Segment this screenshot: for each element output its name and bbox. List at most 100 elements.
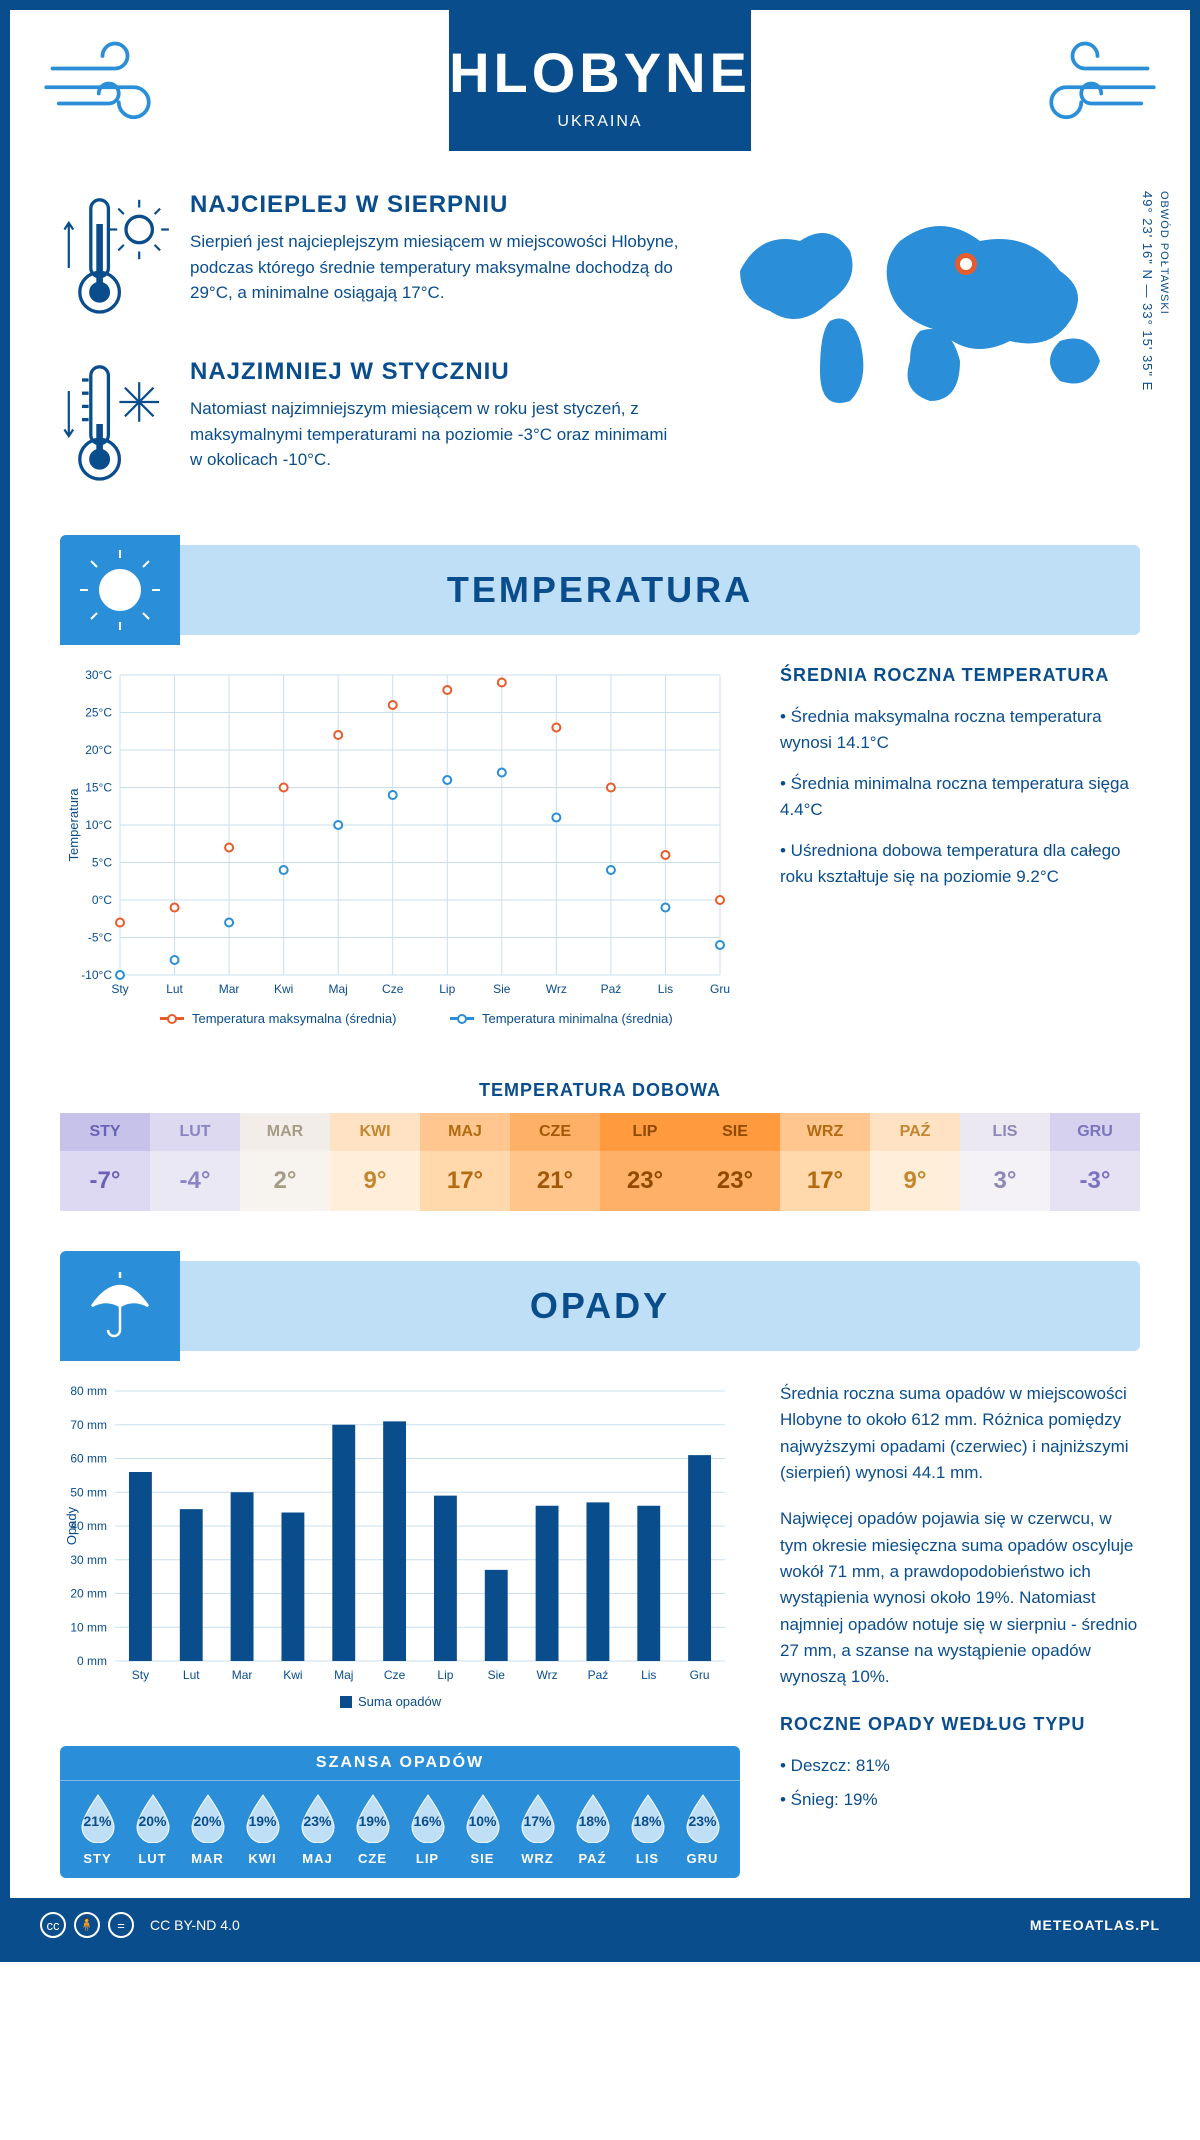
- daily-month: SIE: [690, 1113, 780, 1151]
- chance-col: 19% KWI: [235, 1793, 290, 1866]
- chance-col: 23% MAJ: [290, 1793, 345, 1866]
- intro-section: NAJCIEPLEJ W SIERPNIU Sierpień jest najc…: [60, 191, 1140, 525]
- svg-text:10°C: 10°C: [85, 818, 112, 832]
- daily-value: 17°: [780, 1151, 870, 1211]
- svg-text:Mar: Mar: [219, 982, 240, 996]
- svg-text:20 mm: 20 mm: [70, 1587, 107, 1601]
- daily-value: 17°: [420, 1151, 510, 1211]
- svg-text:25°C: 25°C: [85, 706, 112, 720]
- header-row: HLOBYNE UKRAINA: [10, 10, 1190, 151]
- daily-month: KWI: [330, 1113, 420, 1151]
- svg-text:Maj: Maj: [329, 982, 348, 996]
- daily-col: KWI9°: [330, 1113, 420, 1211]
- daily-col: CZE21°: [510, 1113, 600, 1211]
- chance-value: 16%: [413, 1813, 441, 1829]
- warm-text: NAJCIEPLEJ W SIERPNIU Sierpień jest najc…: [190, 191, 680, 328]
- umbrella-icon: [60, 1251, 180, 1361]
- daily-col: LUT-4°: [150, 1113, 240, 1211]
- daily-value: -4°: [150, 1151, 240, 1211]
- svg-text:70 mm: 70 mm: [70, 1418, 107, 1432]
- svg-text:Lip: Lip: [437, 1668, 453, 1682]
- daily-value: 21°: [510, 1151, 600, 1211]
- daily-col: LIS3°: [960, 1113, 1050, 1211]
- daily-month: CZE: [510, 1113, 600, 1151]
- by-icon: 🧍: [74, 1912, 100, 1938]
- drop-icon: 19%: [352, 1793, 394, 1843]
- chance-month: PAŹ: [565, 1851, 620, 1866]
- daily-col: PAŹ9°: [870, 1113, 960, 1211]
- temp-bullet: • Średnia minimalna roczna temperatura s…: [780, 771, 1140, 822]
- daily-col: GRU-3°: [1050, 1113, 1140, 1211]
- daily-col: SIE23°: [690, 1113, 780, 1211]
- precip-left: 0 mm10 mm20 mm30 mm40 mm50 mm60 mm70 mm8…: [60, 1381, 740, 1878]
- site-label: METEOATLAS.PL: [1030, 1917, 1160, 1933]
- temp-bullet: • Uśredniona dobowa temperatura dla całe…: [780, 838, 1140, 889]
- chance-col: 20% LUT: [125, 1793, 180, 1866]
- svg-text:Lis: Lis: [658, 982, 673, 996]
- chance-col: 21% STY: [70, 1793, 125, 1866]
- precip-text-1: Średnia roczna suma opadów w miejscowośc…: [780, 1381, 1140, 1486]
- cc-icons: cc 🧍 = CC BY-ND 4.0: [40, 1912, 240, 1938]
- svg-text:-10°C: -10°C: [81, 968, 112, 982]
- chance-value: 21%: [83, 1813, 111, 1829]
- svg-text:Temperatura maksymalna (średni: Temperatura maksymalna (średnia): [192, 1011, 396, 1026]
- temp-bullet: • Średnia maksymalna roczna temperatura …: [780, 704, 1140, 755]
- chance-row: 21% STY 20% LUT 20% MAR 19% KWI 23% MAJ …: [60, 1781, 740, 1866]
- precip-row: 0 mm10 mm20 mm30 mm40 mm50 mm60 mm70 mm8…: [60, 1381, 1140, 1878]
- nd-icon: =: [108, 1912, 134, 1938]
- footer: cc 🧍 = CC BY-ND 4.0 METEOATLAS.PL: [10, 1898, 1190, 1952]
- map-marker: [955, 253, 977, 275]
- chance-month: LIS: [620, 1851, 675, 1866]
- country-label: UKRAINA: [449, 113, 751, 131]
- chance-month: STY: [70, 1851, 125, 1866]
- thermometer-cold-icon: [60, 358, 170, 495]
- world-map: OBWÓD POŁTAWSKI 49° 23' 16" N — 33° 15' …: [720, 191, 1140, 411]
- chance-col: 19% CZE: [345, 1793, 400, 1866]
- svg-text:Maj: Maj: [334, 1668, 353, 1682]
- daily-value: 23°: [600, 1151, 690, 1211]
- svg-text:Sie: Sie: [493, 982, 511, 996]
- chance-month: KWI: [235, 1851, 290, 1866]
- chance-value: 18%: [578, 1813, 606, 1829]
- svg-text:Temperatura: Temperatura: [66, 788, 81, 862]
- chance-value: 10%: [468, 1813, 496, 1829]
- daily-month: GRU: [1050, 1113, 1140, 1151]
- precip-types: • Deszcz: 81%• Śnieg: 19%: [780, 1753, 1140, 1814]
- chance-month: LUT: [125, 1851, 180, 1866]
- title-banner: HLOBYNE UKRAINA: [449, 10, 751, 151]
- daily-title: TEMPERATURA DOBOWA: [60, 1080, 1140, 1101]
- daily-month: WRZ: [780, 1113, 870, 1151]
- wind-icon-right: [1010, 31, 1160, 131]
- daily-value: 9°: [330, 1151, 420, 1211]
- temp-info: ŚREDNIA ROCZNA TEMPERATURA • Średnia mak…: [780, 665, 1140, 1050]
- daily-value: 9°: [870, 1151, 960, 1211]
- thermometer-hot-icon: [60, 191, 170, 328]
- chance-col: 18% PAŹ: [565, 1793, 620, 1866]
- drop-icon: 20%: [132, 1793, 174, 1843]
- precip-type-title: ROCZNE OPADY WEDŁUG TYPU: [780, 1711, 1140, 1739]
- svg-text:Paź: Paź: [601, 982, 622, 996]
- chance-value: 19%: [248, 1813, 276, 1829]
- drop-icon: 18%: [572, 1793, 614, 1843]
- chance-col: 20% MAR: [180, 1793, 235, 1866]
- daily-value: 2°: [240, 1151, 330, 1211]
- content: NAJCIEPLEJ W SIERPNIU Sierpień jest najc…: [10, 151, 1190, 1898]
- cold-title: NAJZIMNIEJ W STYCZNIU: [190, 358, 680, 386]
- svg-text:Temperatura minimalna (średnia: Temperatura minimalna (średnia): [482, 1011, 673, 1026]
- svg-text:Sie: Sie: [488, 1668, 506, 1682]
- daily-col: LIP23°: [600, 1113, 690, 1211]
- svg-text:50 mm: 50 mm: [70, 1485, 107, 1499]
- chance-col: 16% LIP: [400, 1793, 455, 1866]
- daily-month: LIP: [600, 1113, 690, 1151]
- chance-month: MAR: [180, 1851, 235, 1866]
- svg-text:Wrz: Wrz: [537, 1668, 558, 1682]
- daily-col: WRZ17°: [780, 1113, 870, 1211]
- daily-month: LUT: [150, 1113, 240, 1151]
- warm-block: NAJCIEPLEJ W SIERPNIU Sierpień jest najc…: [60, 191, 680, 328]
- svg-text:Cze: Cze: [382, 982, 404, 996]
- chance-value: 20%: [138, 1813, 166, 1829]
- temp-row: -10°C-5°C0°C5°C10°C15°C20°C25°C30°CStyLu…: [60, 665, 1140, 1050]
- chance-col: 23% GRU: [675, 1793, 730, 1866]
- temp-banner-title: TEMPERATURA: [447, 569, 753, 611]
- license-label: CC BY-ND 4.0: [150, 1917, 240, 1933]
